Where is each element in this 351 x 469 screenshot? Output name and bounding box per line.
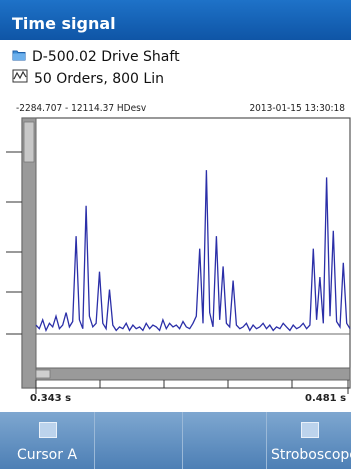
x-start-label: 0.343 s (30, 393, 72, 404)
y-scroll-thumb[interactable] (23, 121, 35, 163)
softkey-bar: Cursor A Stroboscope (0, 412, 351, 469)
measurement-label: 50 Orders, 800 Lin (34, 71, 164, 87)
machine-row: D-500.02 Drive Shaft (12, 46, 347, 68)
title-bar: Time signal (0, 0, 351, 40)
softkey-label: Cursor A (16, 447, 78, 463)
softkey-2[interactable] (95, 412, 183, 469)
softkey-indicator (39, 422, 57, 438)
range-readout: -2284.707 - 12114.37 HDesv (16, 103, 147, 114)
softkey-indicator (301, 422, 319, 438)
measurement-icon (12, 68, 28, 90)
x-ticks (35, 380, 349, 394)
folder-icon (12, 46, 26, 68)
x-scrollbar[interactable] (35, 367, 351, 381)
plot-header: -2284.707 - 12114.37 HDesv 2013-01-15 13… (0, 92, 351, 114)
softkey-label: Stroboscope (271, 447, 351, 463)
machine-label: D-500.02 Drive Shaft (32, 49, 180, 65)
softkey-stroboscope[interactable]: Stroboscope (267, 412, 351, 469)
plot-frame (21, 117, 351, 389)
timestamp: 2013-01-15 13:30:18 (249, 103, 345, 114)
window-title: Time signal (12, 14, 116, 33)
measurement-row: 50 Orders, 800 Lin (12, 68, 347, 90)
signal-line (35, 170, 351, 333)
softkey-cursor-a[interactable]: Cursor A (0, 412, 95, 469)
time-signal-plot[interactable] (0, 104, 351, 412)
x-end-label: 0.481 s (305, 393, 347, 404)
y-ticks (6, 151, 22, 335)
x-scroll-thumb[interactable] (35, 369, 51, 379)
info-panel: D-500.02 Drive Shaft 50 Orders, 800 Lin (0, 40, 351, 92)
y-scrollbar[interactable] (21, 117, 37, 389)
softkey-3[interactable] (183, 412, 267, 469)
